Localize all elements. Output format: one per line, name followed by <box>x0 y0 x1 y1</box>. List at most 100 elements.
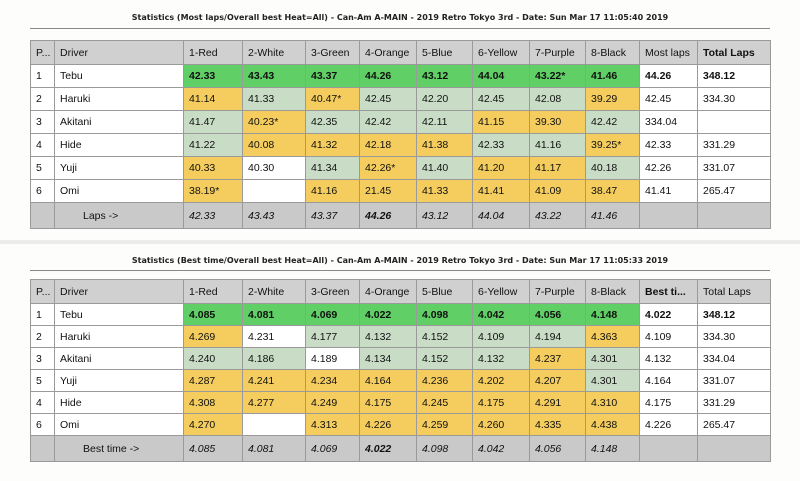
lap-cell: 42.42 <box>359 110 417 134</box>
time-cell: 4.132 <box>472 347 530 370</box>
lap-cell: 44.04 <box>472 64 530 88</box>
time-cell: 4.231 <box>242 325 306 348</box>
most-laps-cell: 42.33 <box>639 133 698 157</box>
divider <box>30 270 770 271</box>
table-row[interactable]: 6 Omi 38.19* 41.16 21.45 41.33 41.41 41.… <box>30 179 771 203</box>
col-header-total-laps[interactable]: Total Laps <box>697 40 771 65</box>
best-time-cell: 4.132 <box>639 347 698 370</box>
time-cell: 4.164 <box>359 369 417 392</box>
summary-row: Best time -> 4.085 4.081 4.069 4.022 4.0… <box>30 435 771 462</box>
time-cell: 4.277 <box>242 391 306 414</box>
table-row[interactable]: 3 Akitani 41.47 40.23* 42.35 42.42 42.11… <box>30 110 771 134</box>
time-cell: 4.249 <box>305 391 360 414</box>
lap-cell: 40.23* <box>242 110 306 134</box>
driver-cell: Akitani <box>54 110 184 134</box>
col-header-black[interactable]: 8-Black <box>585 40 640 65</box>
driver-cell: Yuji <box>54 156 184 180</box>
most-laps-cell: 42.45 <box>639 87 698 111</box>
lap-cell: 41.14 <box>183 87 243 111</box>
time-cell: 4.308 <box>183 391 243 414</box>
time-cell: 4.152 <box>416 325 473 348</box>
col-header-yellow[interactable]: 6-Yellow <box>472 40 530 65</box>
summary-cell: 43.37 <box>305 202 360 229</box>
table-row[interactable]: 2 Haruki 4.269 4.231 4.177 4.132 4.152 4… <box>30 325 771 348</box>
summary-cell <box>30 202 55 229</box>
table-row[interactable]: 6 Omi 4.270 4.313 4.226 4.259 4.260 4.33… <box>30 413 771 436</box>
time-cell <box>242 413 306 436</box>
time-cell: 4.236 <box>416 369 473 392</box>
col-header-white[interactable]: 2-White <box>242 40 306 65</box>
table-row[interactable]: 4 Hide 4.308 4.277 4.249 4.175 4.245 4.1… <box>30 391 771 414</box>
lap-cell: 42.20 <box>416 87 473 111</box>
lap-cell <box>242 179 306 203</box>
col-header-purple[interactable]: 7-Purple <box>529 40 586 65</box>
summary-cell: 43.43 <box>242 202 306 229</box>
table-row[interactable]: 1 Tebu 4.085 4.081 4.069 4.022 4.098 4.0… <box>30 303 771 326</box>
col-header-purple[interactable]: 7-Purple <box>529 279 586 304</box>
time-cell: 4.152 <box>416 347 473 370</box>
col-header-black[interactable]: 8-Black <box>585 279 640 304</box>
time-cell: 4.301 <box>585 347 640 370</box>
best-time-cell: 4.109 <box>639 325 698 348</box>
lap-cell: 42.42 <box>585 110 640 134</box>
total-laps-cell: 334.30 <box>697 87 771 111</box>
table-row[interactable]: 5 Yuji 40.33 40.30 41.34 42.26* 41.40 41… <box>30 156 771 180</box>
table1-title: Statistics (Most laps/Overall best Heat=… <box>131 13 669 22</box>
driver-cell: Akitani <box>54 347 184 370</box>
col-header-driver[interactable]: Driver <box>54 279 184 304</box>
table-row[interactable]: 1 Tebu 42.33 43.43 43.37 44.26 43.12 44.… <box>30 64 771 88</box>
lap-cell: 21.45 <box>359 179 417 203</box>
col-header-best-time[interactable]: Best ti... <box>639 279 698 304</box>
best-time-cell: 4.226 <box>639 413 698 436</box>
summary-cell: 4.148 <box>585 435 640 462</box>
col-header-orange[interactable]: 4-Orange <box>359 40 417 65</box>
table-row[interactable]: 4 Hide 41.22 40.08 41.32 42.18 41.38 42.… <box>30 133 771 157</box>
lap-cell: 42.45 <box>472 87 530 111</box>
time-cell: 4.177 <box>305 325 360 348</box>
best-time-cell: 4.175 <box>639 391 698 414</box>
col-header-orange[interactable]: 4-Orange <box>359 279 417 304</box>
col-header-position[interactable]: P... <box>30 279 55 304</box>
col-header-total-laps[interactable]: Total Laps <box>697 279 771 304</box>
time-cell: 4.186 <box>242 347 306 370</box>
time-cell: 4.202 <box>472 369 530 392</box>
col-header-green[interactable]: 3-Green <box>305 40 360 65</box>
summary-row: Laps -> 42.33 43.43 43.37 44.26 43.12 44… <box>30 202 771 229</box>
lap-cell: 41.46 <box>585 64 640 88</box>
lap-cell: 41.38 <box>416 133 473 157</box>
col-header-yellow[interactable]: 6-Yellow <box>472 279 530 304</box>
lap-cell: 42.35 <box>305 110 360 134</box>
position-cell: 3 <box>30 110 55 134</box>
position-cell: 5 <box>30 369 55 392</box>
col-header-position[interactable]: P... <box>30 40 55 65</box>
col-header-green[interactable]: 3-Green <box>305 279 360 304</box>
col-header-white[interactable]: 2-White <box>242 279 306 304</box>
col-header-red[interactable]: 1-Red <box>183 40 243 65</box>
time-cell: 4.245 <box>416 391 473 414</box>
time-cell: 4.132 <box>359 325 417 348</box>
col-header-red[interactable]: 1-Red <box>183 279 243 304</box>
total-laps-cell: 265.47 <box>697 179 771 203</box>
col-header-blue[interactable]: 5-Blue <box>416 279 473 304</box>
most-laps-cell: 42.26 <box>639 156 698 180</box>
table-row[interactable]: 2 Haruki 41.14 41.33 40.47* 42.45 42.20 … <box>30 87 771 111</box>
most-laps-table: P... Driver 1-Red 2-White 3-Green 4-Oran… <box>30 40 771 229</box>
time-cell: 4.042 <box>472 303 530 326</box>
lap-cell: 42.26* <box>359 156 417 180</box>
position-cell: 1 <box>30 64 55 88</box>
col-header-most-laps[interactable]: Most laps <box>639 40 698 65</box>
table-row[interactable]: 3 Akitani 4.240 4.186 4.189 4.134 4.152 … <box>30 347 771 370</box>
table-row[interactable]: 5 Yuji 4.287 4.241 4.234 4.164 4.236 4.2… <box>30 369 771 392</box>
lap-cell: 38.47 <box>585 179 640 203</box>
summary-cell: 4.098 <box>416 435 473 462</box>
position-cell: 2 <box>30 325 55 348</box>
lap-cell: 42.33 <box>472 133 530 157</box>
lap-cell: 39.25* <box>585 133 640 157</box>
lap-cell: 38.19* <box>183 179 243 203</box>
col-header-driver[interactable]: Driver <box>54 40 184 65</box>
time-cell: 4.259 <box>416 413 473 436</box>
time-cell: 4.207 <box>529 369 586 392</box>
lap-cell: 40.47* <box>305 87 360 111</box>
col-header-blue[interactable]: 5-Blue <box>416 40 473 65</box>
total-laps-cell: 348.12 <box>697 64 771 88</box>
